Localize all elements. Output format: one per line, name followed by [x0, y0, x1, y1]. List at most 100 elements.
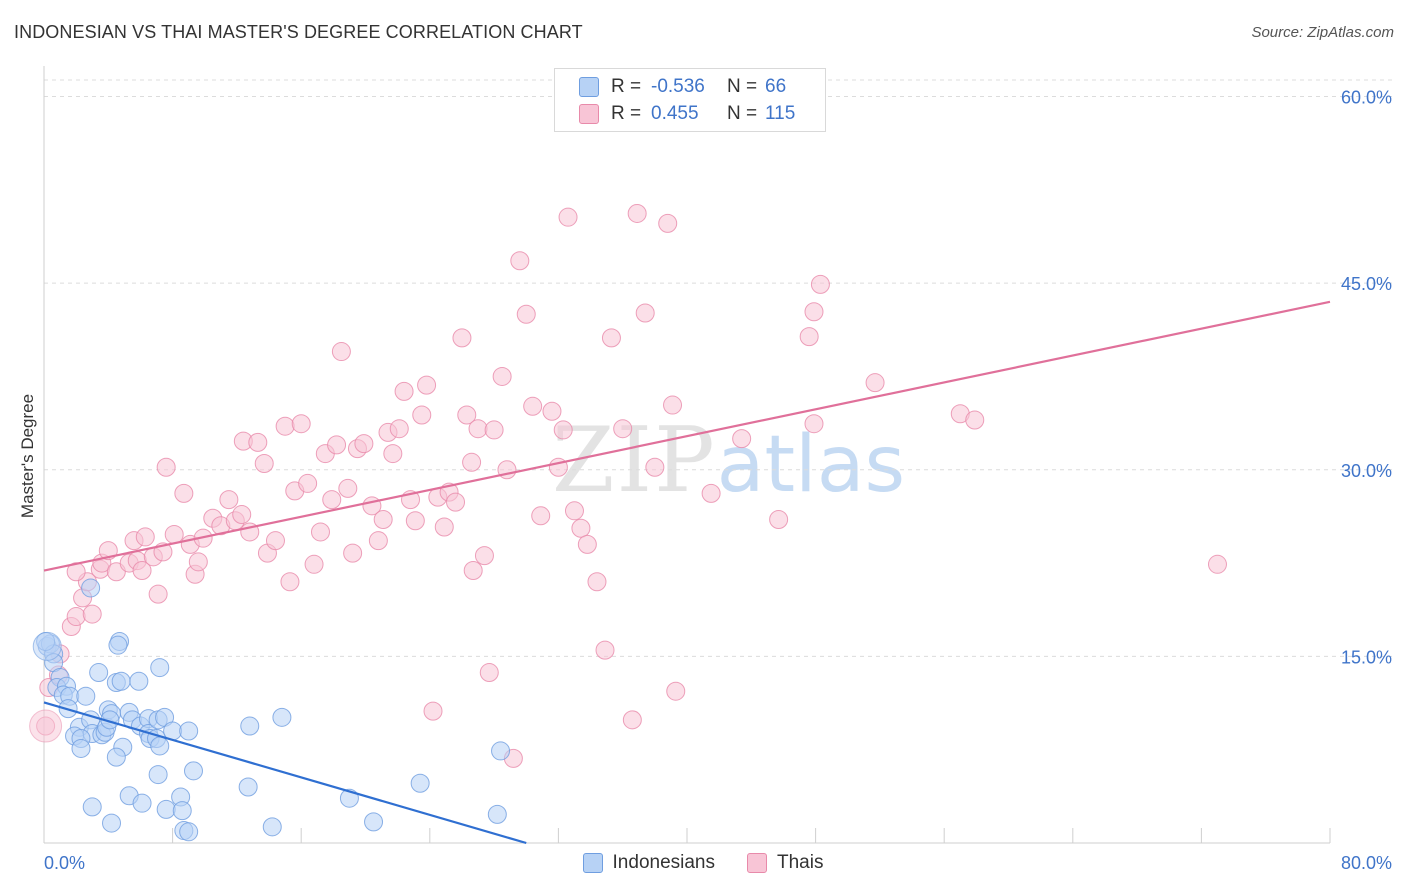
legend-label-thais: Thais — [777, 852, 824, 873]
n-value: 115 — [765, 103, 796, 124]
thais-point — [434, 517, 454, 537]
thais-point — [463, 561, 483, 581]
thais-point — [331, 342, 351, 362]
n-label: N = — [727, 76, 758, 97]
indonesians-point — [240, 716, 260, 736]
legend-item-indonesians: Indonesians — [582, 852, 715, 874]
thais-point — [66, 607, 86, 627]
thais-point — [248, 432, 268, 452]
indonesians-point — [71, 738, 91, 758]
thais-point — [383, 444, 403, 464]
indonesians-trend-line — [43, 701, 527, 845]
indonesians-point — [272, 707, 292, 727]
thais-point — [516, 304, 536, 324]
thais-point — [423, 701, 443, 721]
legend-row-indonesians: R = -0.536 N = 66 — [579, 75, 786, 99]
indonesians-point — [156, 799, 176, 819]
thais-point — [310, 522, 330, 542]
indonesians-point — [238, 777, 258, 797]
legend-item-thais: Thais — [747, 852, 823, 874]
thais-point — [452, 328, 472, 348]
thais-point — [492, 366, 512, 386]
tick-labels: 15.0% 30.0% 45.0% 60.0% 0.0% 80.0% — [44, 88, 1392, 874]
indonesians-point — [106, 747, 126, 767]
indonesians-point — [262, 817, 282, 837]
thais-point — [810, 274, 830, 294]
thais-trend-line — [43, 300, 1331, 572]
thais-point — [298, 473, 318, 493]
thais-point — [219, 490, 239, 510]
y-tick-label: 15.0% — [1341, 647, 1392, 667]
indonesians-point — [132, 793, 152, 813]
thais-point — [327, 435, 347, 455]
source-label: Source: ZipAtlas.com — [1251, 24, 1394, 41]
thais-point — [338, 478, 358, 498]
indonesians-point — [179, 822, 199, 842]
thais-point — [265, 531, 285, 551]
indonesians-point — [364, 812, 384, 832]
thais-point — [254, 454, 274, 474]
thais-points — [29, 203, 1227, 768]
thais-point — [587, 572, 607, 592]
thais-point — [373, 510, 393, 530]
legend-label-indonesians: Indonesians — [612, 852, 715, 873]
thais-point — [389, 419, 409, 439]
chart-title: INDONESIAN VS THAI MASTER'S DEGREE CORRE… — [14, 22, 583, 42]
thais-point — [799, 327, 819, 347]
indonesians-point — [76, 686, 96, 706]
thais-point — [462, 452, 482, 472]
thais-point — [965, 410, 985, 430]
thais-point — [343, 543, 363, 563]
thais-point — [29, 709, 63, 743]
indonesians-point — [81, 578, 101, 598]
thais-point — [601, 328, 621, 348]
indonesians-point — [179, 721, 199, 741]
y-tick-label: 30.0% — [1341, 461, 1392, 481]
thais-point — [804, 414, 824, 434]
x-tick-label: 80.0% — [1341, 853, 1392, 873]
thais-point — [479, 663, 499, 683]
r-value: -0.536 — [651, 76, 705, 97]
thais-point — [148, 584, 168, 604]
thais-point — [595, 640, 615, 660]
thais-point — [354, 434, 374, 454]
thais-point — [627, 203, 647, 223]
r-value: 0.455 — [651, 103, 699, 124]
thais-point — [457, 405, 477, 425]
watermark-zip: ZIP — [552, 408, 717, 513]
thais-point — [732, 429, 752, 449]
thais-point — [417, 375, 437, 395]
thais-point — [510, 251, 530, 271]
thais-point — [135, 527, 155, 547]
thais-point — [645, 457, 665, 477]
thais-point — [188, 552, 208, 572]
thais-point — [666, 681, 686, 701]
thais-point — [275, 416, 295, 436]
thais-point — [865, 373, 885, 393]
thais-point — [571, 518, 591, 538]
y-axis-label: Master's Degree — [18, 393, 37, 519]
trend-lines — [43, 300, 1331, 845]
indonesians-point — [148, 765, 168, 785]
legend-row-thais: R = 0.455 N = 115 — [579, 102, 795, 126]
legend-swatch-pink — [747, 853, 767, 873]
y-tick-label: 60.0% — [1341, 88, 1392, 108]
thais-point — [663, 395, 683, 415]
thais-point — [558, 207, 578, 227]
thais-point — [553, 420, 573, 440]
legend-swatch-pink — [579, 104, 599, 124]
thais-point — [322, 490, 342, 510]
axes — [43, 66, 1331, 844]
indonesians-point — [487, 804, 507, 824]
x-tick-label: 0.0% — [44, 853, 85, 873]
thais-point — [484, 420, 504, 440]
indonesians-point — [150, 658, 170, 678]
thais-point — [658, 213, 678, 233]
gridlines — [44, 79, 1392, 657]
thais-point — [468, 419, 488, 439]
legend-swatch-blue — [579, 77, 599, 97]
thais-point — [291, 414, 311, 434]
thais-point — [523, 396, 543, 416]
indonesians-point — [111, 671, 131, 691]
thais-point — [564, 501, 584, 521]
